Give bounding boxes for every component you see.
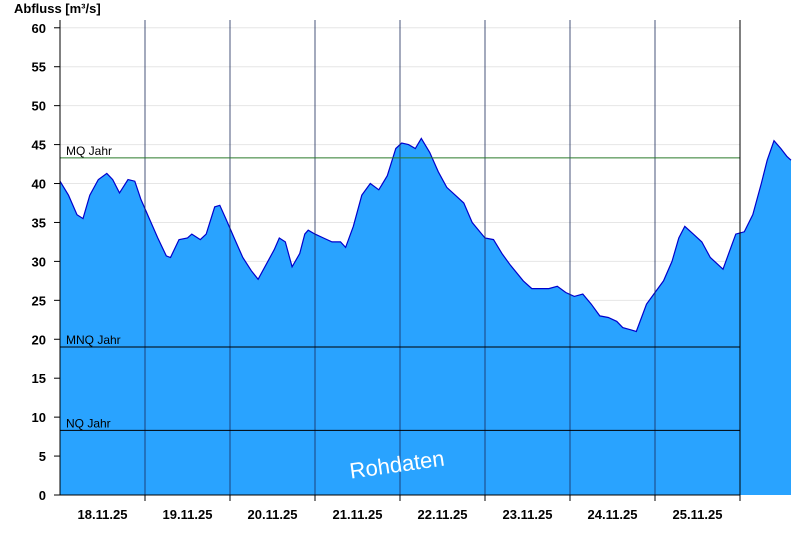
axis-layer: [54, 20, 741, 501]
discharge-area: [60, 138, 791, 495]
x-tick-label: 25.11.25: [673, 507, 723, 522]
y-tick-label: 10: [32, 410, 46, 425]
y-tick-label: 35: [32, 215, 46, 230]
reference-line-label: NQ Jahr: [66, 416, 111, 430]
y-tick-label: 45: [32, 138, 46, 153]
x-tick-label: 24.11.25: [588, 507, 638, 522]
y-tick-label: 40: [32, 177, 46, 192]
x-tick-label: 18.11.25: [78, 507, 128, 522]
y-tick-label: 30: [32, 254, 46, 269]
tick-labels-layer: 0 5 10 15 20 25 30 35 40 45 50 55 60 18.11.25 19.11.25…: [32, 21, 723, 522]
x-tick-label: 20.11.25: [248, 507, 298, 522]
x-tick-label: 22.11.25: [418, 507, 468, 522]
y-axis-title: Abfluss [m³/s]: [14, 1, 101, 16]
y-tick-label: 25: [32, 293, 46, 308]
x-tick-label: 19.11.25: [163, 507, 213, 522]
area-layer: [59, 137, 792, 495]
x-tick-label: 23.11.25: [503, 507, 553, 522]
y-tick-label: 60: [32, 21, 46, 36]
reference-lines-layer: MQ Jahr MNQ Jahr NQ Jahr: [60, 144, 740, 431]
y-tick-label: 20: [32, 332, 46, 347]
y-tick-label: 55: [32, 60, 46, 75]
reference-line-label: MQ Jahr: [66, 144, 112, 158]
y-tick-label: 15: [32, 371, 46, 386]
y-tick-label: 0: [39, 488, 46, 503]
y-tick-label: 5: [39, 449, 46, 464]
y-tick-label: 50: [32, 99, 46, 114]
reference-line-label: MNQ Jahr: [66, 333, 121, 347]
discharge-line: [59, 137, 792, 333]
x-tick-label: 21.11.25: [333, 507, 383, 522]
